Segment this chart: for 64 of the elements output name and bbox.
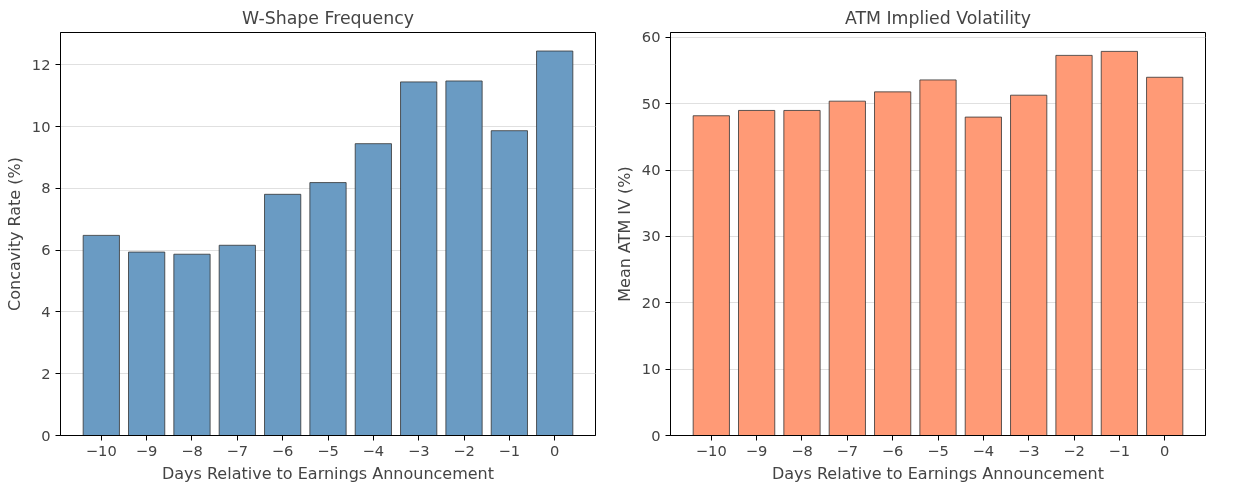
bar: [536, 50, 574, 436]
x-tick-label: −10: [695, 441, 727, 459]
x-tick-label: −8: [181, 441, 203, 459]
x-tick-label: −9: [135, 441, 158, 459]
x-tick-label: −3: [1017, 441, 1040, 459]
x-tick-label: −6: [271, 441, 294, 459]
bar: [354, 143, 392, 436]
x-tick-label: −1: [498, 441, 521, 459]
bar: [1055, 54, 1093, 436]
y-tick-label: 10: [31, 117, 51, 135]
x-tick-label: −5: [317, 441, 339, 459]
x-tick-label: −8: [791, 441, 813, 459]
x-tick-label: 0: [1160, 441, 1170, 459]
x-tick-label: −1: [1108, 441, 1131, 459]
y-axis-title: Mean ATM IV (%): [614, 166, 634, 302]
y-tick-label: 12: [31, 55, 51, 73]
x-tick-label: −2: [1063, 441, 1085, 459]
x-tick-label: −3: [407, 441, 430, 459]
bar: [400, 81, 438, 436]
y-tick-label: 8: [41, 179, 51, 197]
bar: [738, 110, 776, 436]
bar: [309, 182, 347, 436]
bar: [783, 110, 821, 436]
y-tick-label: 20: [641, 293, 661, 311]
y-tick-label: 50: [641, 94, 661, 112]
bar: [1010, 94, 1048, 436]
chart-title: W-Shape Frequency: [242, 7, 414, 28]
y-tick-label: 60: [641, 28, 661, 46]
y-tick-label: 0: [41, 426, 51, 444]
y-axis-title: Concavity Rate (%): [4, 157, 24, 311]
x-axis-title: Days Relative to Earnings Announcement: [771, 463, 1105, 483]
y-tick-label: 30: [641, 227, 661, 245]
x-tick-label: −4: [972, 441, 995, 459]
bar: [828, 100, 866, 436]
bar: [490, 130, 528, 436]
bar: [874, 91, 912, 436]
chart-title: ATM Implied Volatility: [844, 7, 1032, 28]
bar: [1100, 51, 1138, 436]
x-tick-label: −7: [226, 441, 249, 459]
x-tick-label: −5: [927, 441, 949, 459]
x-tick-label: −7: [836, 441, 859, 459]
bar: [1146, 76, 1184, 436]
x-tick-label: −6: [881, 441, 904, 459]
bar: [264, 193, 302, 436]
bar: [173, 253, 211, 436]
y-tick-label: 0: [651, 426, 661, 444]
bar: [919, 79, 957, 436]
bar: [964, 116, 1002, 436]
y-tick-label: 40: [641, 161, 661, 179]
bar: [82, 234, 120, 436]
bar: [445, 80, 483, 436]
x-tick-label: −9: [745, 441, 768, 459]
y-tick-label: 4: [41, 302, 51, 320]
x-tick-label: −4: [362, 441, 385, 459]
y-tick-label: 2: [41, 364, 51, 382]
y-tick-label: 6: [41, 241, 51, 259]
bar: [128, 251, 166, 436]
y-tick-label: 10: [641, 360, 661, 378]
x-tick-label: 0: [550, 441, 560, 459]
bar: [218, 244, 256, 436]
x-axis-title: Days Relative to Earnings Announcement: [161, 463, 495, 483]
x-tick-label: −2: [453, 441, 475, 459]
bar: [692, 115, 730, 436]
x-tick-label: −10: [85, 441, 117, 459]
